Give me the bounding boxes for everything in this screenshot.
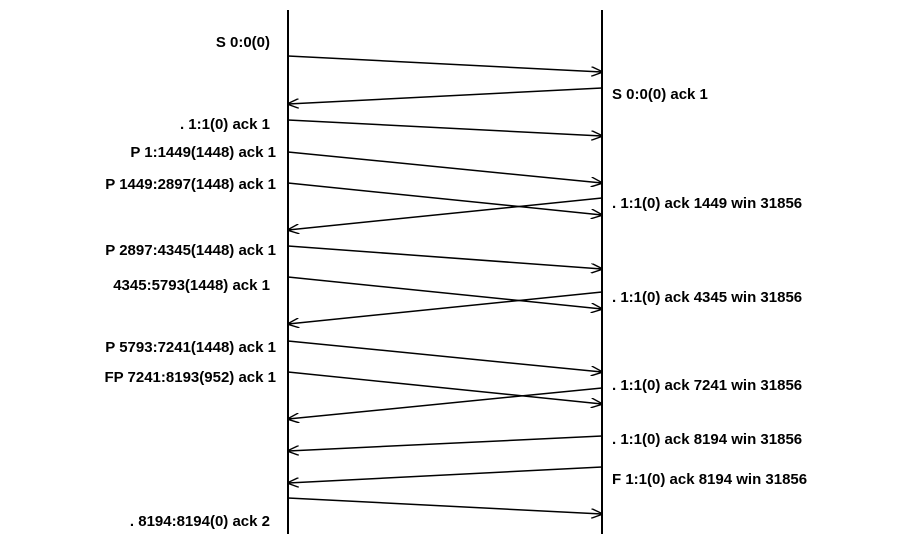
right-label-syn-ack: S 0:0(0) ack 1 (612, 86, 708, 103)
right-label-ack-4345: . 1:1(0) ack 4345 win 31856 (612, 289, 802, 306)
message-arrow-ack-7241 (288, 387, 603, 419)
message-arrow-data-fin (287, 371, 602, 404)
left-host-labels: S 0:0(0) . 1:1(0) ack 1 P 1:1449(1448) a… (104, 34, 276, 530)
right-label-ack-8194: . 1:1(0) ack 8194 win 31856 (612, 431, 802, 448)
message-arrow-ack-1 (287, 119, 602, 136)
message-arrow-syn (287, 55, 602, 72)
message-arrow-ack-1449 (288, 197, 603, 230)
right-label-ack-7241: . 1:1(0) ack 7241 win 31856 (612, 377, 802, 394)
left-label-data-4: 4345:5793(1448) ack 1 (113, 277, 270, 294)
message-arrow-data-4 (287, 276, 602, 309)
right-label-ack-1449: . 1:1(0) ack 1449 win 31856 (612, 195, 802, 212)
message-arrow-data-3 (287, 245, 602, 269)
message-arrow-ack-8194 (288, 435, 603, 451)
left-label-data-1: P 1:1449(1448) ack 1 (130, 144, 276, 161)
message-arrow-data-2 (287, 182, 602, 215)
message-arrow-syn-ack (288, 87, 603, 104)
message-arrow-final-ack (287, 497, 602, 514)
left-label-syn: S 0:0(0) (216, 34, 270, 51)
left-label-data-fin: FP 7241:8193(952) ack 1 (104, 369, 276, 386)
message-arrow-ack-4345 (288, 291, 603, 324)
left-label-data-5: P 5793:7241(1448) ack 1 (105, 339, 276, 356)
right-label-fin-ack: F 1:1(0) ack 8194 win 31856 (612, 471, 807, 488)
message-arrow-data-5 (287, 340, 602, 372)
message-arrows (287, 55, 603, 514)
right-host-labels: S 0:0(0) ack 1 . 1:1(0) ack 1449 win 318… (612, 86, 807, 488)
left-label-data-2: P 1449:2897(1448) ack 1 (105, 176, 276, 193)
left-label-final-ack: . 8194:8194(0) ack 2 (130, 513, 270, 530)
message-arrow-fin-ack (288, 466, 603, 483)
left-label-ack-1: . 1:1(0) ack 1 (180, 116, 270, 133)
message-arrow-data-1 (287, 151, 602, 183)
left-label-data-3: P 2897:4345(1448) ack 1 (105, 242, 276, 259)
